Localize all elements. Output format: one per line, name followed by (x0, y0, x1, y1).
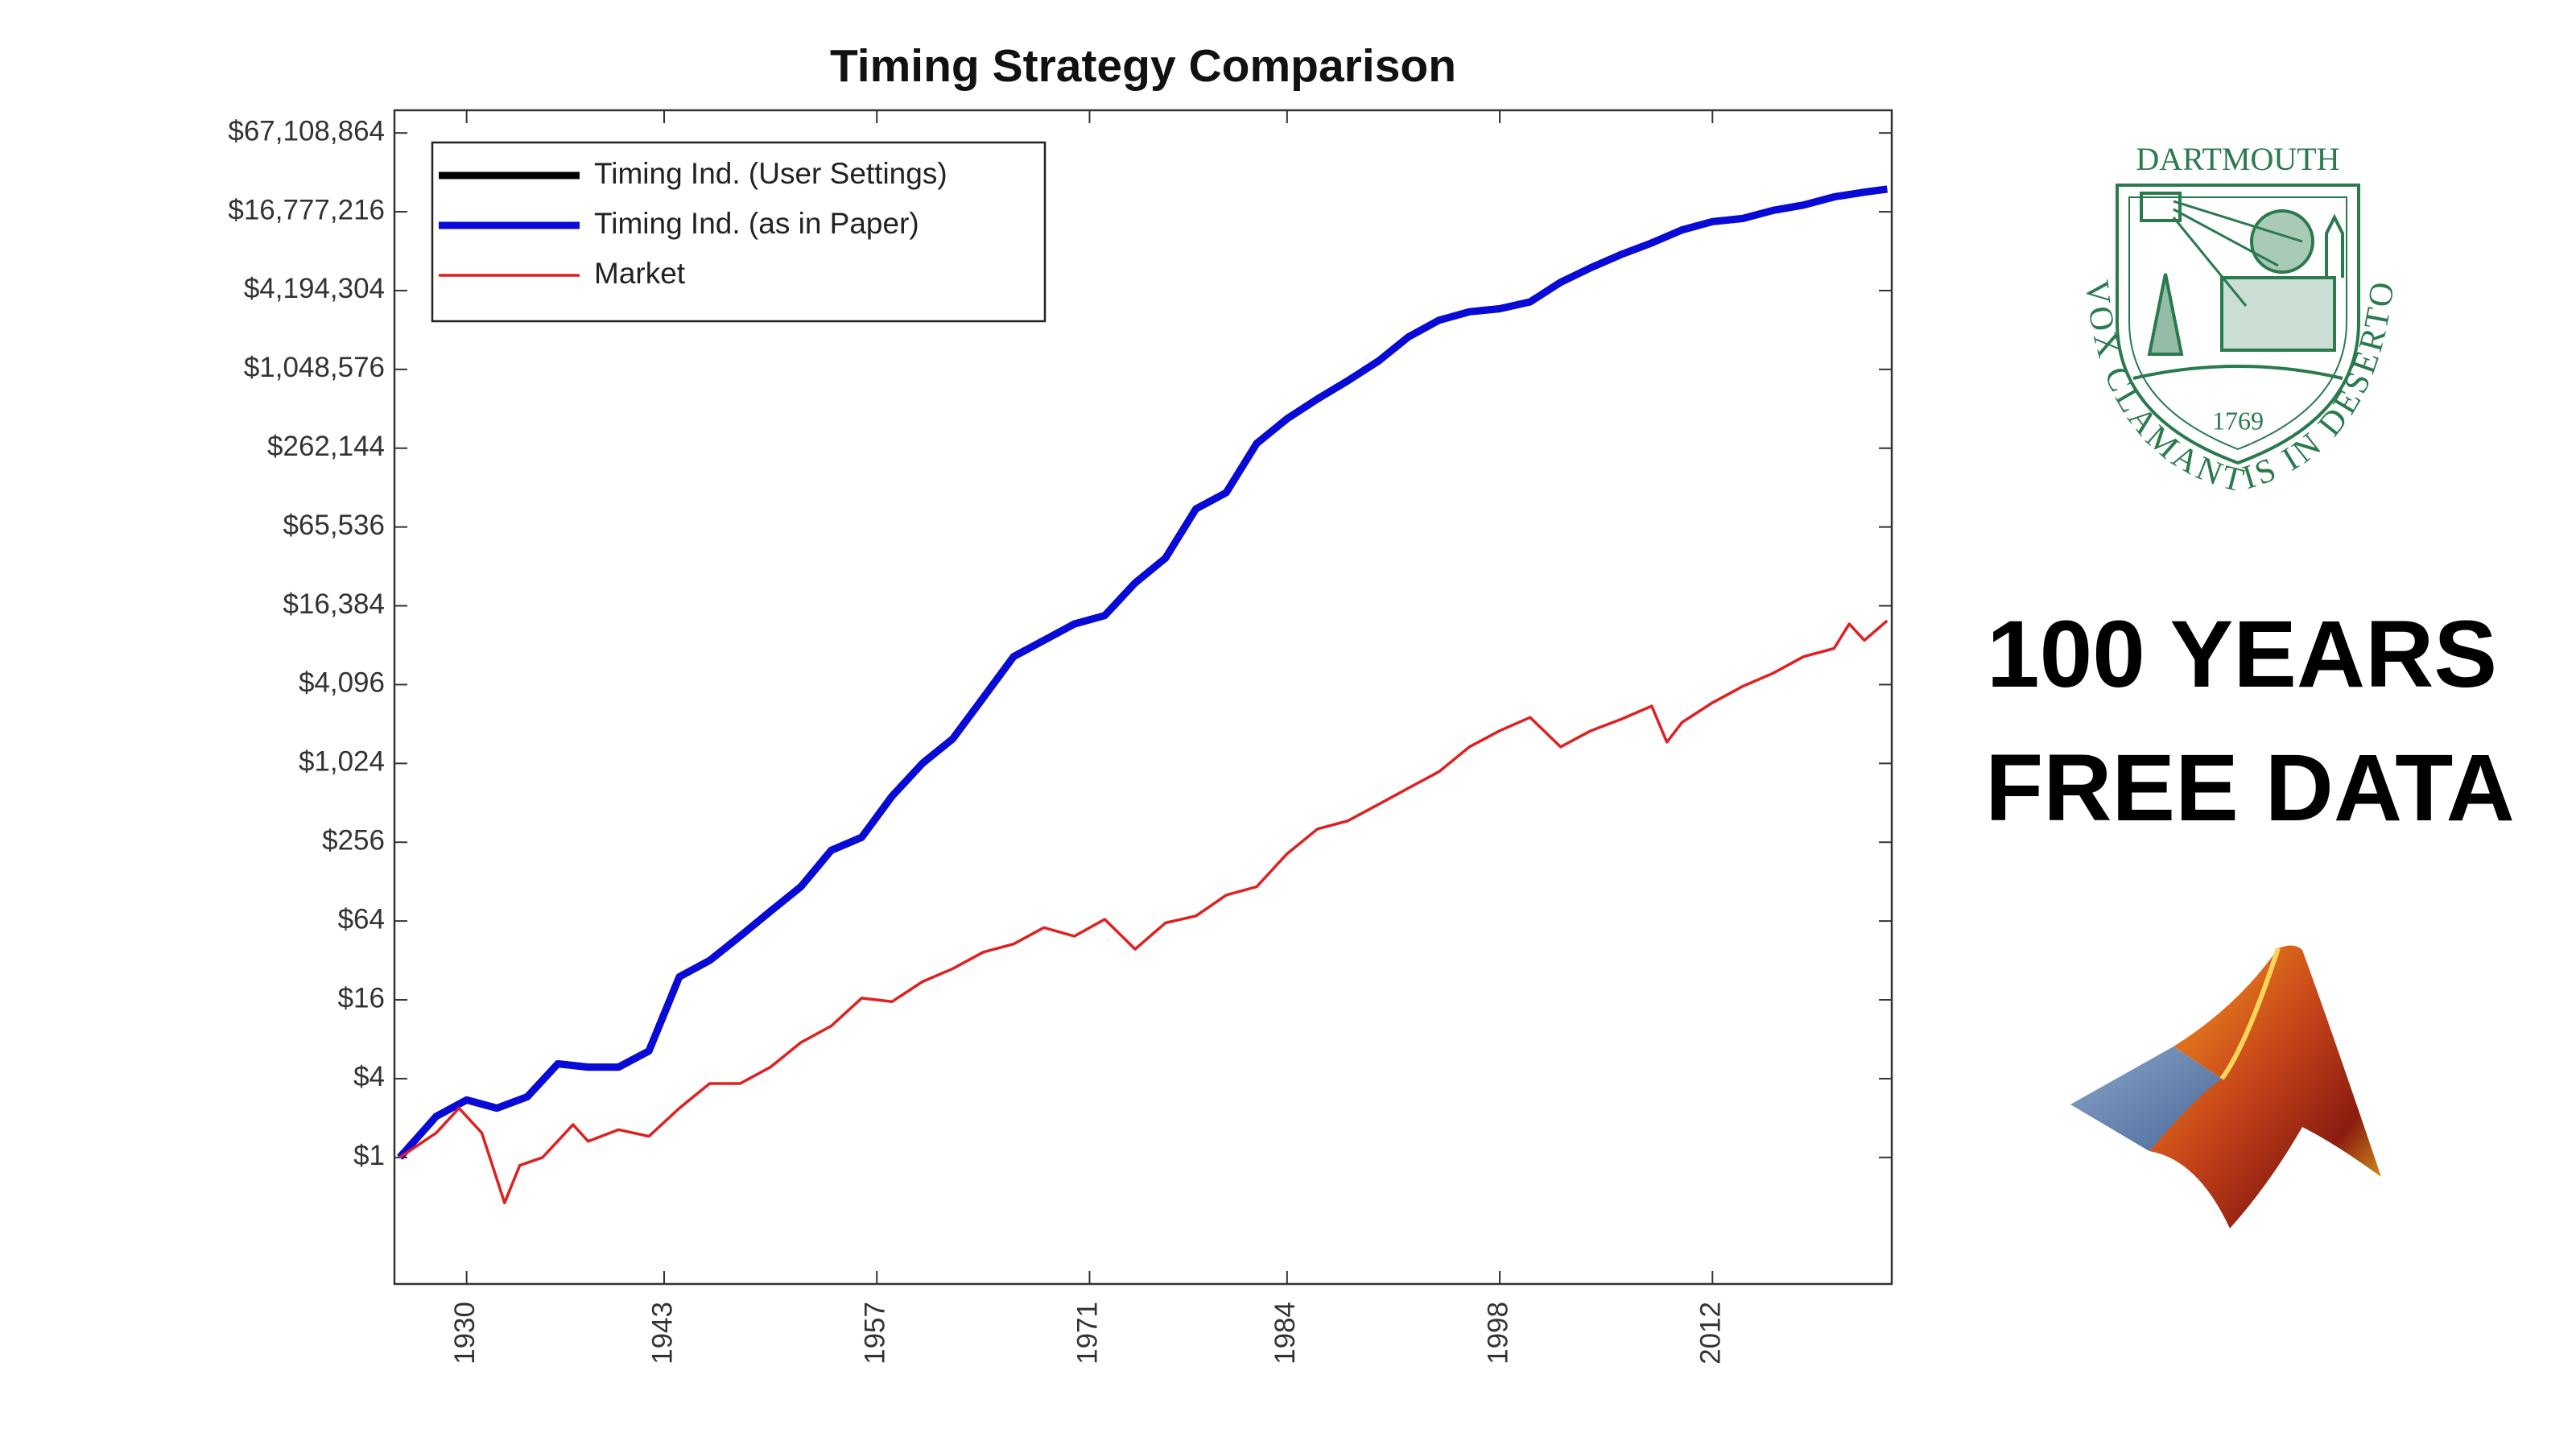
x-tick-label: 1998 (1482, 1302, 1513, 1364)
logo-shield (2116, 184, 2360, 465)
headline-line: FREE DATA (1985, 735, 2515, 841)
headline-line: 100 YEARS (1987, 601, 2497, 708)
logo-name: DARTMOUTH (2136, 141, 2339, 177)
logo-year: 1769 (2212, 406, 2264, 435)
legend-label: Timing Ind. (as in Paper) (594, 207, 919, 240)
logo-ground (2132, 365, 2343, 380)
legend-label: Timing Ind. (User Settings) (594, 157, 947, 190)
dartmouth-logo: DARTMOUTH 1769 VOX CLAMANTIS IN DESERTO (2078, 141, 2399, 500)
y-tick-label: $4 (353, 1061, 385, 1092)
x-tick-label: 1943 (646, 1302, 678, 1364)
legend-label: Market (594, 257, 686, 290)
matlab-logo (2070, 945, 2381, 1228)
y-tick-label: $16,384 (283, 588, 385, 620)
y-tick-label: $1 (353, 1140, 385, 1171)
x-tick-label: 1971 (1072, 1302, 1104, 1364)
y-tick-label: $4,194,304 (244, 273, 385, 304)
y-tick-label: $67,108,864 (228, 115, 385, 147)
logo-pine (2147, 273, 2184, 356)
y-tick-label: $65,536 (283, 510, 385, 541)
y-tick-label: $1,048,576 (244, 352, 385, 383)
y-tick-label: $262,144 (267, 431, 385, 462)
x-tick-label: 1984 (1269, 1302, 1301, 1364)
y-tick-label: $16,777,216 (228, 194, 385, 225)
series-line (397, 185, 1888, 1160)
logo-tree (2250, 209, 2314, 274)
x-tick-label: 2012 (1695, 1302, 1727, 1364)
y-tick-label: $1,024 (299, 746, 385, 778)
logo-book (2140, 192, 2182, 222)
logo-tower (2325, 213, 2344, 278)
matlab-highlight (2219, 947, 2281, 1080)
x-tick-label: 1930 (449, 1302, 481, 1364)
y-tick-label: $256 (322, 824, 385, 856)
chart-title: Timing Strategy Comparison (830, 40, 1456, 92)
matlab-peak (2149, 945, 2381, 1228)
y-tick-label: $4,096 (299, 667, 385, 699)
plot: $1 $4 $16 $64 $256 $1,024 $4,096 $16,384 $65,536… (228, 110, 1892, 1364)
y-tick-label: $64 (338, 903, 385, 935)
logo-shield-inner (2128, 196, 2347, 451)
matlab-plate (2070, 1046, 2222, 1151)
logo-hall (2220, 276, 2336, 352)
x-tick-label: 1957 (859, 1302, 890, 1364)
series-line (398, 619, 1889, 1204)
y-tick-label: $16 (338, 982, 385, 1013)
logo-rays (2172, 200, 2303, 307)
